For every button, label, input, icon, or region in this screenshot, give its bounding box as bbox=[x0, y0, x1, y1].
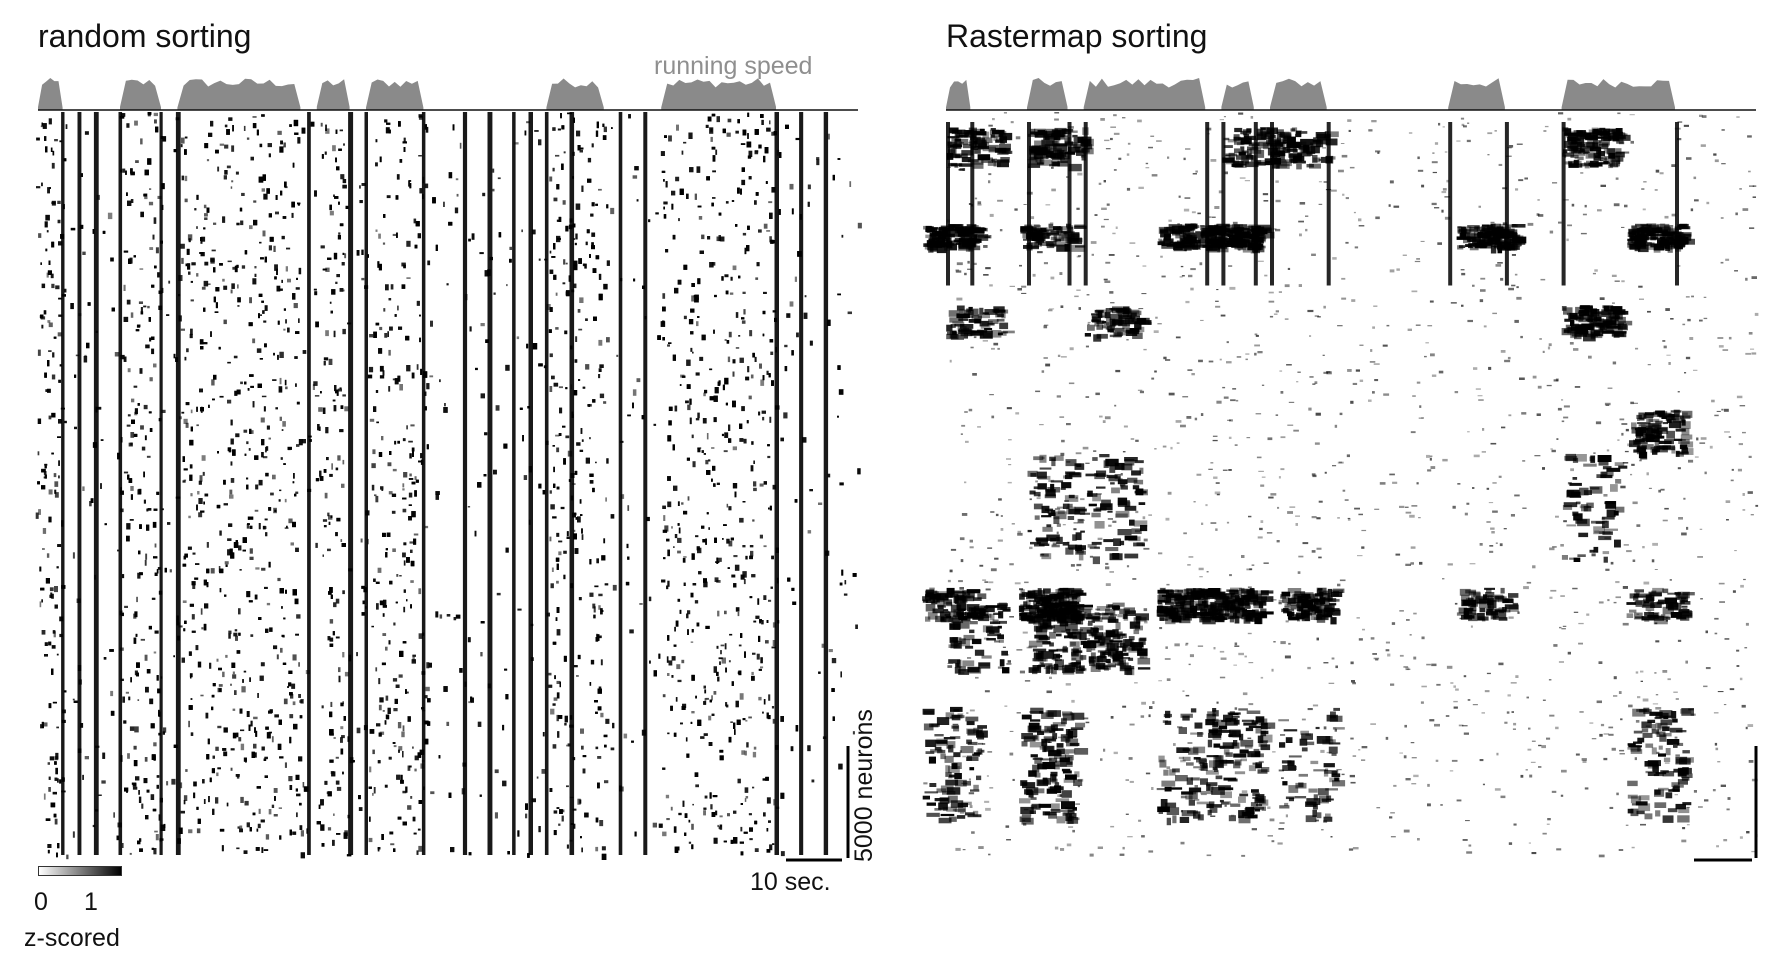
running-speed-label: running speed bbox=[654, 52, 813, 80]
left-panel-title: random sorting bbox=[38, 18, 252, 54]
time-scalebar-label: 10 sec. bbox=[750, 868, 831, 896]
right-panel-title: Rastermap sorting bbox=[946, 18, 1208, 54]
left-raster bbox=[35, 112, 862, 860]
right-running-speed-trace bbox=[946, 78, 1756, 110]
neuron-scalebar-label: 5000 neurons bbox=[850, 709, 878, 862]
colorbar-min-tick: 0 bbox=[34, 888, 48, 916]
colorbar-label: z-scored bbox=[24, 924, 120, 952]
right-raster bbox=[922, 112, 1759, 858]
left-running-speed-trace bbox=[38, 78, 858, 110]
colorbar bbox=[38, 866, 122, 876]
colorbar-max-tick: 1 bbox=[84, 888, 98, 916]
